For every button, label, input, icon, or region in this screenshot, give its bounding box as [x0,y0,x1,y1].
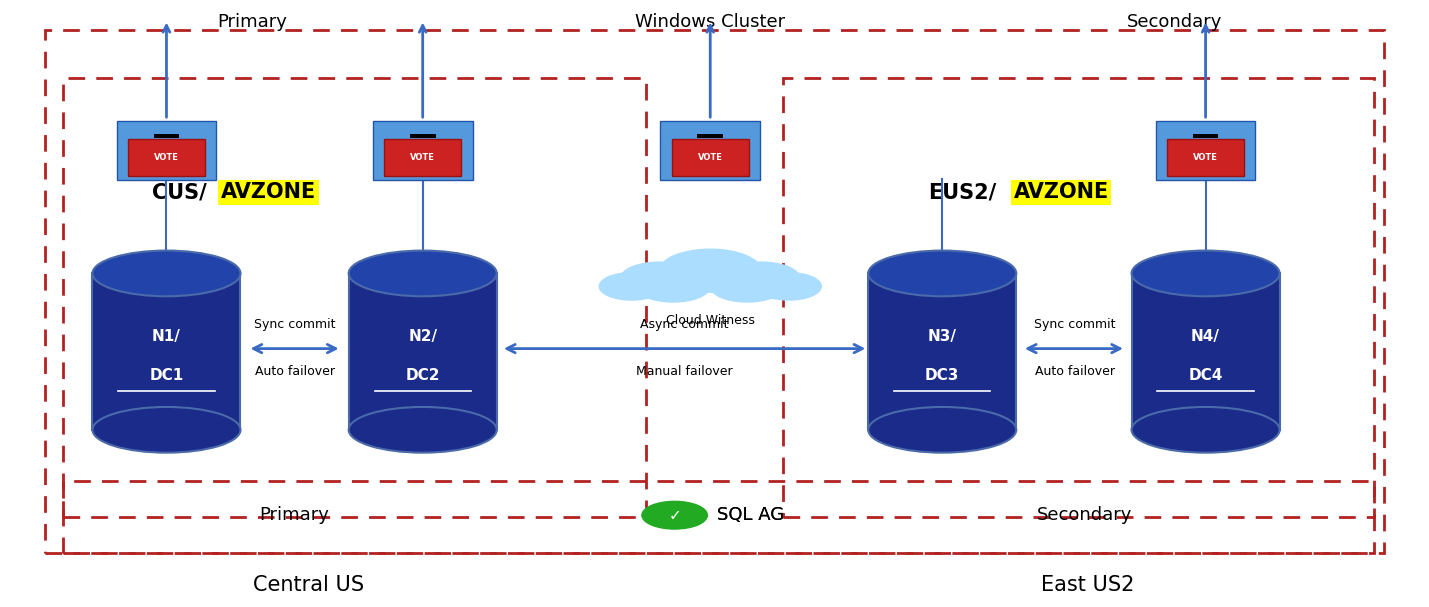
Text: CUS/: CUS/ [153,182,207,202]
FancyBboxPatch shape [869,273,1016,430]
Ellipse shape [869,407,1016,453]
Text: N1/: N1/ [151,329,181,344]
Circle shape [659,249,762,292]
FancyBboxPatch shape [1132,273,1279,430]
FancyBboxPatch shape [117,121,216,180]
Circle shape [642,501,707,529]
Circle shape [722,262,800,295]
Text: VOTE: VOTE [154,154,179,163]
Text: DC3: DC3 [925,368,959,383]
Text: Sync commit: Sync commit [254,317,336,331]
Text: DC1: DC1 [150,368,183,383]
Text: Async commit: Async commit [640,317,729,331]
Text: DC2: DC2 [406,368,440,383]
Text: ✓: ✓ [669,507,682,523]
Text: N4/: N4/ [1192,329,1220,344]
Text: Sync commit: Sync commit [1033,317,1116,331]
Text: East US2: East US2 [1040,575,1135,595]
FancyBboxPatch shape [672,139,749,176]
FancyBboxPatch shape [602,282,819,290]
FancyBboxPatch shape [1156,121,1256,180]
FancyBboxPatch shape [697,135,723,138]
FancyBboxPatch shape [410,135,436,138]
Text: VOTE: VOTE [410,154,436,163]
Text: VOTE: VOTE [1193,154,1218,163]
FancyBboxPatch shape [1193,135,1219,138]
Ellipse shape [869,251,1016,296]
Text: SQL AG: SQL AG [717,506,785,524]
Ellipse shape [349,251,497,296]
Circle shape [710,271,785,302]
FancyBboxPatch shape [93,273,240,430]
Ellipse shape [93,407,240,453]
Text: AVZONE: AVZONE [220,182,316,202]
FancyBboxPatch shape [349,273,497,430]
FancyBboxPatch shape [384,139,462,176]
Text: EUS2/: EUS2/ [927,182,996,202]
Text: AVZONE: AVZONE [1013,182,1109,202]
Text: N2/: N2/ [409,329,437,344]
Circle shape [636,271,710,302]
Ellipse shape [349,407,497,453]
FancyBboxPatch shape [154,135,179,138]
Text: Secondary: Secondary [1126,13,1222,31]
Text: Auto failover: Auto failover [254,365,334,378]
Text: VOTE: VOTE [697,154,723,163]
Text: SQL AG: SQL AG [717,506,785,524]
Text: Manual failover: Manual failover [636,365,733,378]
Text: Windows Cluster: Windows Cluster [634,13,786,31]
Text: Central US: Central US [253,575,364,595]
Ellipse shape [93,251,240,296]
Text: Primary: Primary [217,13,287,31]
Ellipse shape [1132,251,1279,296]
Ellipse shape [1132,407,1279,453]
FancyBboxPatch shape [129,139,204,176]
FancyBboxPatch shape [660,121,760,180]
Circle shape [756,273,822,300]
Text: Cloud Witness: Cloud Witness [666,314,755,327]
Text: Auto failover: Auto failover [1035,365,1115,378]
Text: Primary: Primary [260,506,330,524]
Text: DC4: DC4 [1189,368,1223,383]
Text: Secondary: Secondary [1037,506,1132,524]
FancyBboxPatch shape [1167,139,1245,176]
FancyBboxPatch shape [373,121,473,180]
Circle shape [599,273,664,300]
Circle shape [620,262,699,295]
Text: N3/: N3/ [927,329,957,344]
